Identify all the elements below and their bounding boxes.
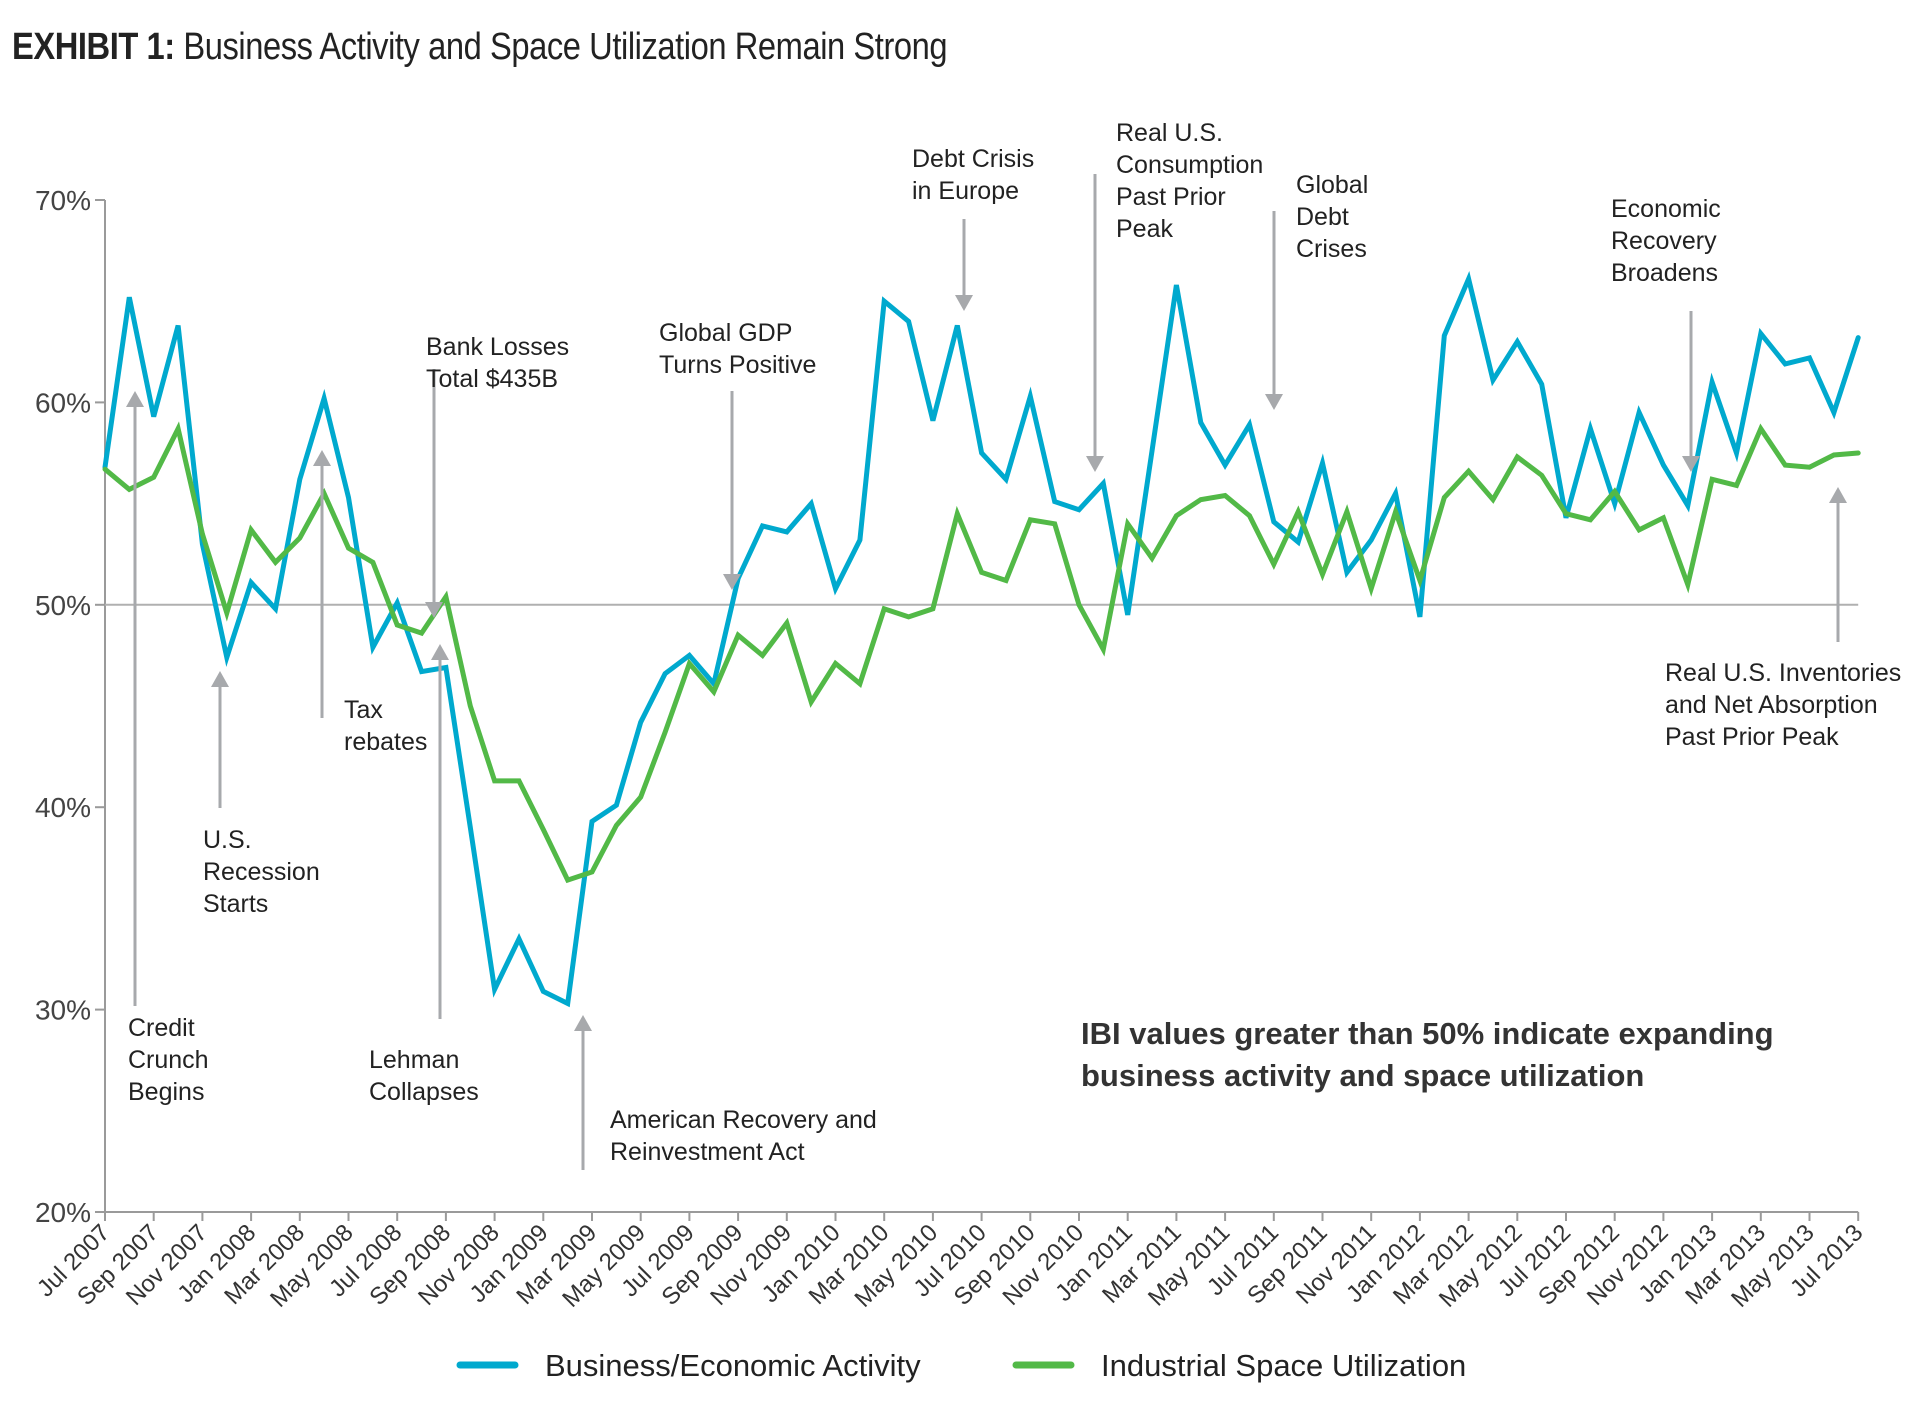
y-tick-label: 70% xyxy=(35,185,91,216)
annotation-label-line: Credit xyxy=(128,1014,195,1042)
legend-label-business: Business/Economic Activity xyxy=(545,1348,921,1383)
annotation-label-line: and Net Absorption xyxy=(1665,691,1878,719)
annotation-label-line: Real U.S. xyxy=(1116,119,1223,147)
annotation-recovery-broadens: Economic Recovery Broadens xyxy=(1611,195,1721,472)
series-line-business-activity xyxy=(102,270,1861,1008)
annotation-credit-crunch: Credit Crunch Begins xyxy=(126,391,209,1106)
annotation-label: Real U.S. Consumption Past Prior Peak xyxy=(1116,119,1263,243)
series-group xyxy=(102,270,1861,1008)
annotation-global-debt-crises: Global Debt Crises xyxy=(1265,171,1368,410)
arrow-up-icon xyxy=(1829,487,1847,503)
annotation-label-line: Collapses xyxy=(369,1078,479,1106)
annotation-global-gdp: Global GDP Turns Positive xyxy=(659,319,816,590)
annotation-label-line: Starts xyxy=(203,890,268,918)
annotations: Credit Crunch Begins U.S. Recession Starts Tax… xyxy=(126,119,1901,1170)
annotation-label-line: Lehman xyxy=(369,1046,459,1074)
arrow-down-icon xyxy=(955,295,973,311)
arrow-down-icon xyxy=(1265,394,1283,410)
annotation-label-line: U.S. xyxy=(203,826,252,854)
arrow-down-icon xyxy=(723,574,741,590)
exhibit-label: EXHIBIT 1: xyxy=(12,26,175,68)
annotation-lehman: Lehman Collapses xyxy=(369,644,479,1106)
annotation-label-line: Global xyxy=(1296,171,1368,199)
annotation-label-line: Total $435B xyxy=(426,365,558,393)
arrow-up-icon xyxy=(211,671,229,687)
annotation-label: U.S. Recession Starts xyxy=(203,826,320,918)
series-line-industrial-space-utilization xyxy=(102,421,1861,884)
annotation-label-line: Debt xyxy=(1296,203,1349,231)
annotation-label-line: Past Prior xyxy=(1116,183,1226,211)
annotation-label-line: Begins xyxy=(128,1078,204,1106)
annotation-label: Economic Recovery Broadens xyxy=(1611,195,1721,287)
y-tick-label: 20% xyxy=(35,1197,91,1228)
annotation-label: Debt Crisis in Europe xyxy=(912,145,1034,205)
annotation-label-line: Recovery xyxy=(1611,227,1717,255)
arrow-up-icon xyxy=(431,644,449,660)
annotation-label-line: Tax xyxy=(344,696,383,724)
annotation-label: Bank Losses Total $435B xyxy=(426,333,569,393)
y-tick-label: 50% xyxy=(35,590,91,621)
note-line-2: business activity and space utilization xyxy=(1081,1058,1644,1093)
annotation-label-line: Debt Crisis xyxy=(912,145,1034,173)
arrow-up-icon xyxy=(313,450,331,466)
annotation-label: Global GDP Turns Positive xyxy=(659,319,816,379)
arrow-down-icon xyxy=(425,602,443,618)
arrow-down-icon xyxy=(1682,456,1700,472)
annotation-label-line: Real U.S. Inventories xyxy=(1665,659,1901,687)
annotation-label-line: American Recovery and xyxy=(610,1106,877,1134)
title-text: Business Activity and Space Utilization … xyxy=(174,26,948,68)
annotation-tax-rebates: Tax rebates xyxy=(313,450,427,756)
y-tick-label: 30% xyxy=(35,995,91,1026)
annotation-bank-losses: Bank Losses Total $435B xyxy=(425,333,569,618)
y-tick-label: 40% xyxy=(35,792,91,823)
annotation-label-line: Global GDP xyxy=(659,319,792,347)
annotation-arra: American Recovery and Reinvestment Act xyxy=(574,1015,877,1170)
arrow-down-icon xyxy=(1086,456,1104,472)
annotation-label-line: Crunch xyxy=(128,1046,209,1074)
annotation-label-line: in Europe xyxy=(912,177,1019,205)
annotation-label: American Recovery and Reinvestment Act xyxy=(610,1106,877,1166)
annotation-label-line: Economic xyxy=(1611,195,1721,223)
annotation-debt-crisis-europe: Debt Crisis in Europe xyxy=(912,145,1034,311)
note-line-1: IBI values greater than 50% indicate exp… xyxy=(1081,1016,1774,1051)
annotation-label-line: Crises xyxy=(1296,235,1367,263)
annotation-label: Lehman Collapses xyxy=(369,1046,479,1106)
annotation-inventories-peak: Real U.S. Inventories and Net Absorption P… xyxy=(1665,487,1901,751)
chart-title: EXHIBIT 1: Business Activity and Space U… xyxy=(12,26,948,69)
annotation-label: Credit Crunch Begins xyxy=(128,1014,209,1106)
annotation-label-line: Recession xyxy=(203,858,320,886)
annotation-label-line: Consumption xyxy=(1116,151,1263,179)
annotation-label: Tax rebates xyxy=(344,696,427,756)
annotation-us-recession: U.S. Recession Starts xyxy=(203,671,320,918)
annotation-label-line: Bank Losses xyxy=(426,333,569,361)
legend-label-industrial: Industrial Space Utilization xyxy=(1101,1348,1466,1383)
y-tick-label: 60% xyxy=(35,387,91,418)
legend: Business/Economic Activity Industrial Sp… xyxy=(456,1348,1466,1383)
annotation-label-line: Peak xyxy=(1116,215,1173,243)
annotation-label-line: Past Prior Peak xyxy=(1665,723,1839,751)
annotation-label-line: Turns Positive xyxy=(659,351,816,379)
annotation-label-line: Reinvestment Act xyxy=(610,1138,805,1166)
arrow-up-icon xyxy=(126,391,144,407)
arrow-up-icon xyxy=(574,1015,592,1031)
annotation-label-line: Broadens xyxy=(1611,259,1718,287)
annotation-consumption-peak: Real U.S. Consumption Past Prior Peak xyxy=(1086,119,1263,472)
annotation-label-line: rebates xyxy=(344,728,427,756)
annotation-label: Real U.S. Inventories and Net Absorption P… xyxy=(1665,659,1901,751)
annotation-label: Global Debt Crises xyxy=(1296,171,1368,263)
note: IBI values greater than 50% indicate exp… xyxy=(1081,1016,1774,1093)
